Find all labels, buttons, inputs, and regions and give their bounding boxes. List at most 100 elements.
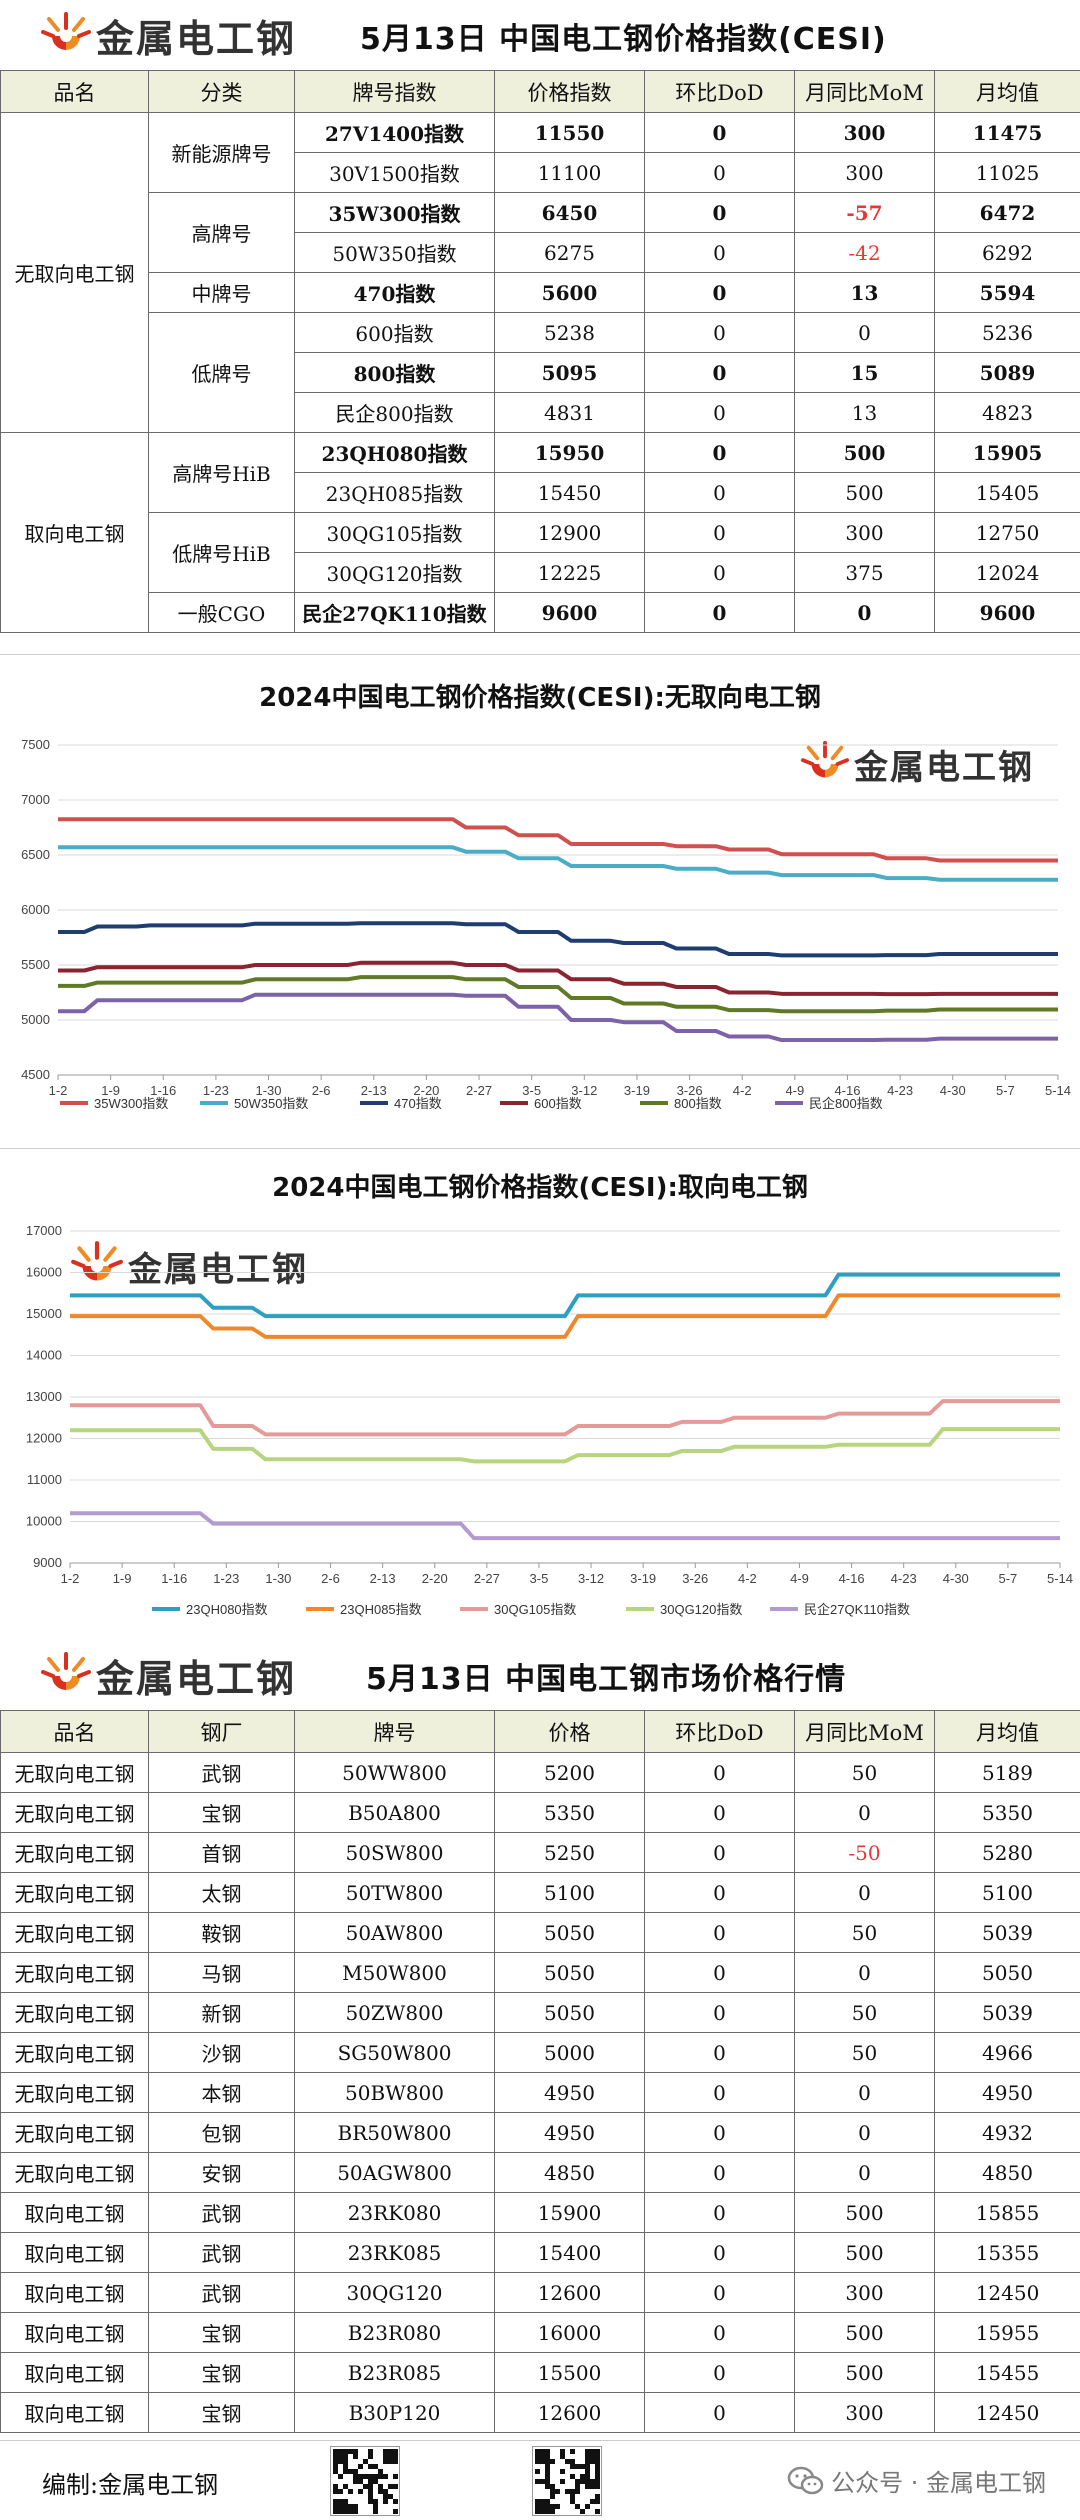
qr-module: [575, 2464, 580, 2469]
table-row: 取向电工钢 武钢 30QG120 12600 0 300 12450: [0, 2272, 1080, 2313]
market-title: 5月13日 中国电工钢市场价格行情: [366, 1662, 847, 1697]
price-cell: 4850: [494, 2152, 645, 2193]
avg-cell: 11475: [934, 112, 1080, 153]
x-tick-label: 4-30: [943, 1571, 969, 1586]
y-tick-label: 12000: [26, 1431, 62, 1446]
category-cell: 取向电工钢: [0, 432, 149, 633]
qr-module: [383, 2459, 388, 2464]
category-cell: 无取向电工钢: [0, 2112, 149, 2153]
chart-watermark-logo: 金属电工钢: [70, 1239, 308, 1293]
qr-module: [545, 2454, 550, 2459]
price-cell: 4950: [494, 2112, 645, 2153]
mill-cell: 武钢: [148, 1752, 295, 1793]
column-header: 环比DoD: [644, 70, 795, 113]
table-row: 无取向电工钢 马钢 M50W800 5050 0 0 5050: [0, 1952, 1080, 1993]
qr-module: [535, 2509, 540, 2514]
dod-cell: 0: [644, 2112, 795, 2153]
qr-module: [338, 2454, 343, 2459]
qr-module: [348, 2504, 353, 2509]
qr-module: [540, 2509, 545, 2514]
category-cell: 无取向电工钢: [0, 2152, 149, 2193]
index-name-cell: 30QG120指数: [294, 552, 495, 593]
price-cell: 11100: [494, 152, 645, 193]
grade-cell: 23RK085: [294, 2232, 495, 2273]
grade-cell: 50WW800: [294, 1752, 495, 1793]
qr-module: [363, 2474, 368, 2479]
avg-cell: 15855: [934, 2192, 1080, 2233]
qr-module: [343, 2484, 348, 2489]
mill-cell: 首钢: [148, 1832, 295, 1873]
qr-module: [570, 2474, 575, 2479]
qr-module: [358, 2464, 363, 2469]
legend-label: 35W300指数: [94, 1096, 168, 1111]
dod-cell: 0: [644, 2352, 795, 2393]
price-cell: 5050: [494, 1912, 645, 1953]
x-tick-label: 1-9: [101, 1083, 120, 1098]
price-cell: 6275: [494, 232, 645, 273]
qr-module: [575, 2484, 580, 2489]
qr-module: [545, 2504, 550, 2509]
table-row: 无取向电工钢 新钢 50ZW800 5050 0 50 5039: [0, 1992, 1080, 2033]
legend-label: 23QH085指数: [340, 1602, 422, 1617]
dod-cell: 0: [644, 152, 795, 193]
qr-module: [545, 2459, 550, 2464]
qr-module: [373, 2499, 378, 2504]
dod-cell: 0: [644, 1912, 795, 1953]
avg-cell: 5594: [934, 272, 1080, 313]
table-row: 取向电工钢 宝钢 B30P120 12600 0 300 12450: [0, 2392, 1080, 2433]
avg-cell: 15955: [934, 2312, 1080, 2353]
price-index-table: 品名 分类 牌号指数 价格指数 环比DoD 月同比MoM 月均值 无取向电工钢 新能源牌号 27…: [0, 70, 1080, 633]
category-cell: 取向电工钢: [0, 2232, 149, 2273]
qr-module: [565, 2459, 570, 2464]
dod-cell: 0: [644, 312, 795, 353]
price-cell: 5238: [494, 312, 645, 353]
mom-cell: 500: [794, 432, 935, 473]
y-tick-label: 5000: [21, 1012, 50, 1027]
column-header: 品名: [0, 1710, 149, 1753]
mom-cell: 0: [794, 312, 935, 353]
qr-module: [550, 2509, 555, 2514]
qr-module: [590, 2479, 595, 2484]
qr-module: [348, 2469, 353, 2474]
qr-module: [338, 2504, 343, 2509]
qr-module: [550, 2489, 555, 2494]
category-cell: 无取向电工钢: [0, 1872, 149, 1913]
mill-cell: 宝钢: [148, 2392, 295, 2433]
qr-code-icon[interactable]: [532, 2446, 602, 2516]
wechat-account[interactable]: 公众号 · 金属电工钢: [787, 2463, 1046, 2498]
mom-cell: 50: [794, 1912, 935, 1953]
legend-label: 23QH080指数: [186, 1602, 268, 1617]
qr-module: [585, 2454, 590, 2459]
legend-label: 470指数: [394, 1096, 442, 1111]
x-tick-label: 2-6: [321, 1571, 340, 1586]
x-tick-label: 2-27: [474, 1571, 500, 1586]
qr-module: [540, 2454, 545, 2459]
qr-module: [363, 2484, 368, 2489]
index-name-cell: 30QG105指数: [294, 512, 495, 553]
qr-module: [535, 2499, 540, 2504]
qr-module: [595, 2479, 600, 2484]
avg-cell: 12024: [934, 552, 1080, 593]
column-header: 月均值: [934, 70, 1080, 113]
qr-code-icon[interactable]: [330, 2446, 400, 2516]
y-tick-label: 7500: [21, 737, 50, 752]
qr-module: [585, 2449, 590, 2454]
series-line: [70, 1272, 1060, 1319]
logo-text: 金属电工钢: [128, 1249, 308, 1290]
x-tick-label: 3-26: [682, 1571, 708, 1586]
column-header: 价格: [494, 1710, 645, 1753]
avg-cell: 4850: [934, 2152, 1080, 2193]
qr-module: [560, 2454, 565, 2459]
y-tick-label: 15000: [26, 1306, 62, 1321]
grade-cell: 50ZW800: [294, 1992, 495, 2033]
qr-module: [333, 2464, 338, 2469]
category-cell: 取向电工钢: [0, 2392, 149, 2433]
grade-cell: 50AW800: [294, 1912, 495, 1953]
mill-cell: 包钢: [148, 2112, 295, 2153]
y-tick-label: 4500: [21, 1067, 50, 1082]
price-cell: 15450: [494, 472, 645, 513]
avg-cell: 11025: [934, 152, 1080, 193]
mill-cell: 鞍钢: [148, 1912, 295, 1953]
qr-module: [383, 2449, 388, 2454]
wechat-account-label: 公众号 · 金属电工钢: [831, 2469, 1046, 2497]
